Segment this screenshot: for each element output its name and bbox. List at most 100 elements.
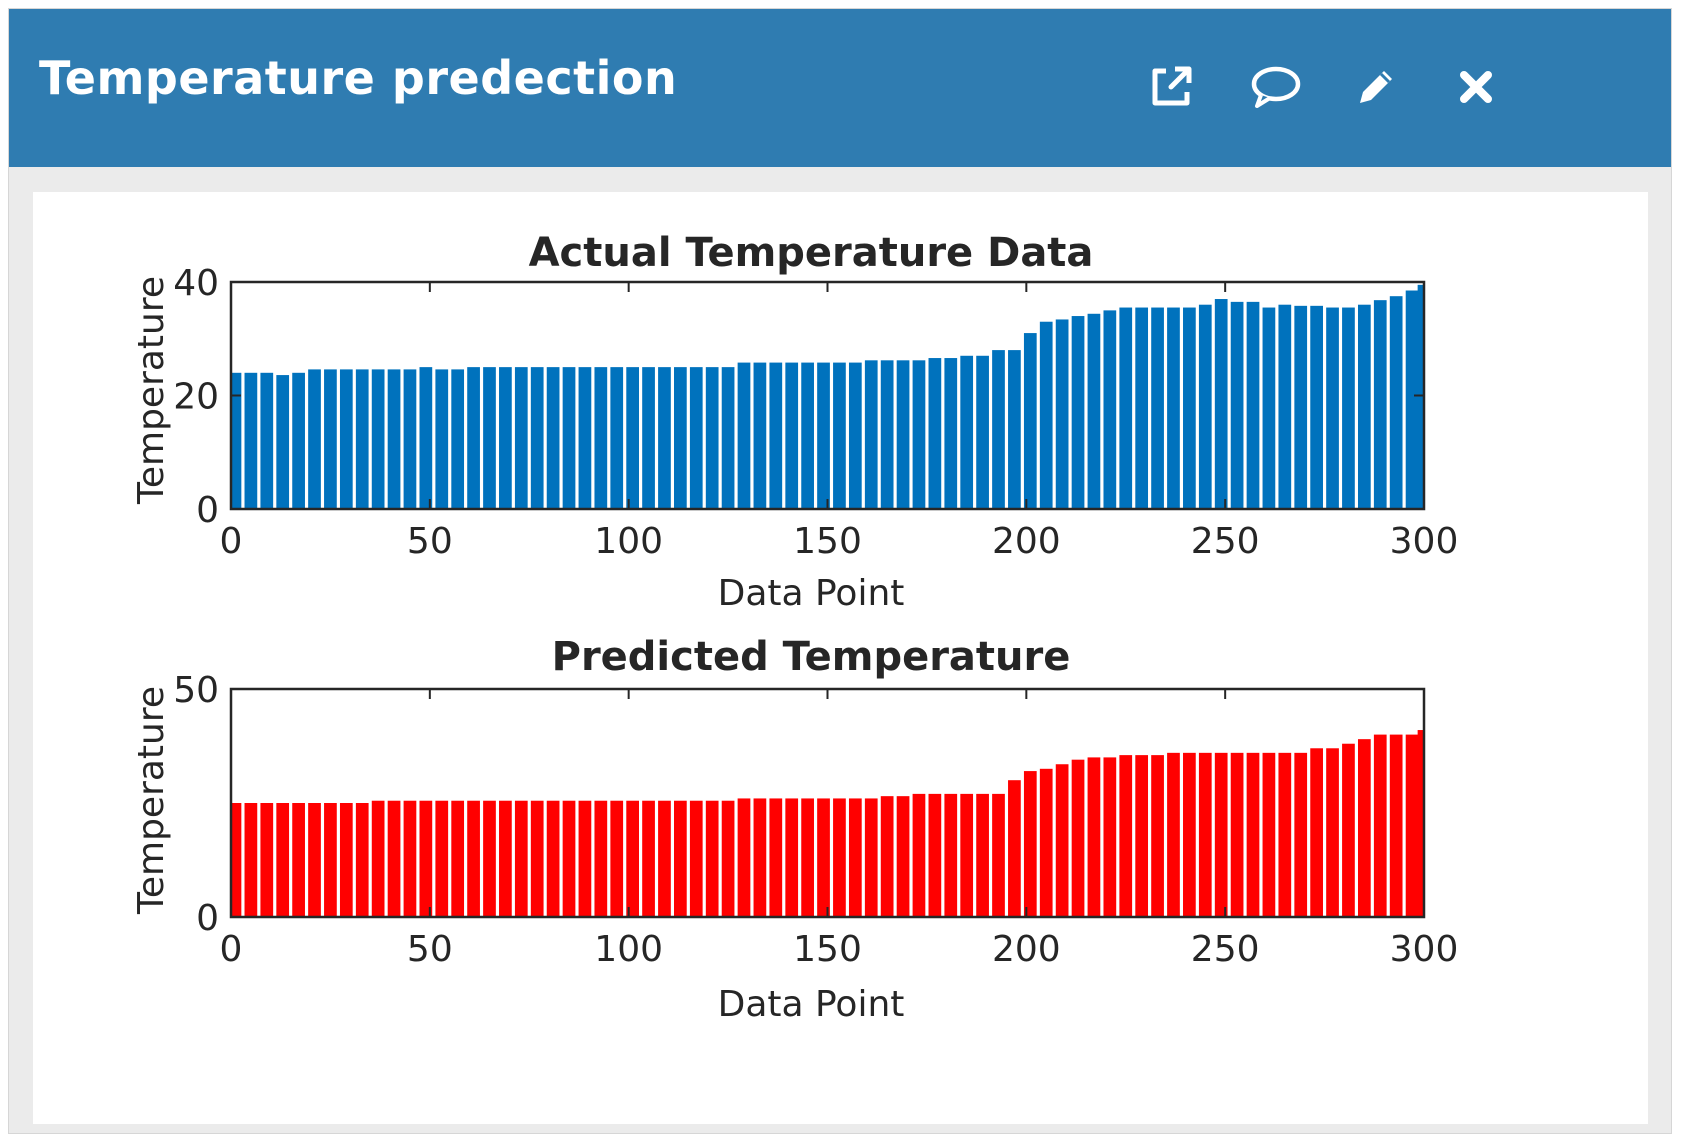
bar xyxy=(928,358,942,509)
bar xyxy=(721,367,735,509)
x-tick-label: 250 xyxy=(1191,521,1260,562)
widget-titlebar: Temperature predection xyxy=(9,9,1671,167)
bar xyxy=(1023,333,1037,509)
bar xyxy=(232,372,242,509)
bar xyxy=(1198,304,1212,509)
bar xyxy=(1405,734,1419,917)
bar xyxy=(339,803,353,917)
bar xyxy=(944,358,958,509)
x-tick-label: 200 xyxy=(992,521,1061,562)
bar xyxy=(1167,752,1180,917)
bar xyxy=(339,369,353,509)
bar xyxy=(753,362,767,509)
bar xyxy=(1278,752,1292,917)
bar xyxy=(419,367,433,509)
bar xyxy=(753,798,767,917)
bar xyxy=(1008,350,1021,509)
bar xyxy=(1183,307,1196,509)
bar xyxy=(371,800,385,917)
bar xyxy=(880,360,894,509)
bar xyxy=(992,350,1005,509)
bar xyxy=(1214,299,1228,509)
bar xyxy=(833,798,846,917)
bar xyxy=(1405,290,1419,509)
bar xyxy=(1326,307,1339,509)
bar xyxy=(960,355,974,509)
bar xyxy=(451,800,465,917)
bar xyxy=(896,796,910,917)
bar xyxy=(1373,734,1387,917)
bar xyxy=(1214,752,1228,917)
bar xyxy=(562,800,576,917)
bar xyxy=(1310,748,1323,917)
bar xyxy=(1342,743,1355,917)
close-icon[interactable] xyxy=(1444,55,1508,119)
bar xyxy=(292,803,305,917)
x-tick-label: 150 xyxy=(793,521,862,562)
bar xyxy=(578,800,592,917)
bar xyxy=(292,372,305,509)
bar xyxy=(260,803,274,917)
bar xyxy=(1039,321,1053,509)
bar xyxy=(1357,304,1371,509)
bar xyxy=(467,367,480,509)
x-axis-label: Data Point xyxy=(718,573,905,614)
bar xyxy=(260,372,274,509)
bar xyxy=(514,367,528,509)
bar xyxy=(976,793,989,917)
external-link-icon[interactable] xyxy=(1139,55,1203,119)
bar xyxy=(864,798,878,917)
bar xyxy=(483,800,496,917)
bar xyxy=(737,362,751,509)
bar xyxy=(324,369,337,509)
x-tick-label: 50 xyxy=(407,521,453,562)
bar xyxy=(562,367,576,509)
axes-box xyxy=(229,687,1426,919)
bar xyxy=(467,800,480,917)
bar xyxy=(721,800,735,917)
bar xyxy=(801,798,814,917)
axes-box xyxy=(229,280,1426,511)
bar xyxy=(833,362,846,509)
bar xyxy=(1071,316,1085,509)
bar xyxy=(1103,310,1117,509)
bar xyxy=(674,800,687,917)
bars xyxy=(232,284,1423,509)
bar xyxy=(658,800,671,917)
bar xyxy=(817,798,830,917)
widget-title: Temperature predection xyxy=(39,51,678,105)
bar xyxy=(387,369,401,509)
bar xyxy=(578,367,592,509)
bar xyxy=(355,369,369,509)
bar xyxy=(1023,771,1037,917)
comment-icon[interactable] xyxy=(1244,55,1308,119)
bar xyxy=(1055,319,1069,509)
bar xyxy=(610,367,624,509)
bar xyxy=(817,362,830,509)
x-tick-label: 50 xyxy=(407,929,453,970)
bar xyxy=(880,796,894,917)
bar xyxy=(1230,752,1244,917)
bar xyxy=(483,367,496,509)
bar xyxy=(705,800,719,917)
bar xyxy=(1417,284,1423,509)
bar xyxy=(912,360,926,509)
bar xyxy=(1008,780,1021,917)
y-axis-label: Temperature xyxy=(131,686,172,915)
bar xyxy=(1055,764,1069,917)
bar xyxy=(403,800,417,917)
bar xyxy=(801,362,814,509)
bar xyxy=(1135,307,1149,509)
bar xyxy=(896,360,910,509)
y-tick-label: 40 xyxy=(173,263,219,304)
bar xyxy=(737,798,751,917)
y-tick-label: 0 xyxy=(196,490,219,531)
bar xyxy=(674,367,687,509)
bar xyxy=(1119,307,1133,509)
bar xyxy=(546,367,560,509)
bar xyxy=(944,793,958,917)
pencil-icon[interactable] xyxy=(1344,55,1408,119)
bar xyxy=(1262,752,1276,917)
bar xyxy=(705,367,719,509)
x-axis-label: Data Point xyxy=(718,984,905,1025)
